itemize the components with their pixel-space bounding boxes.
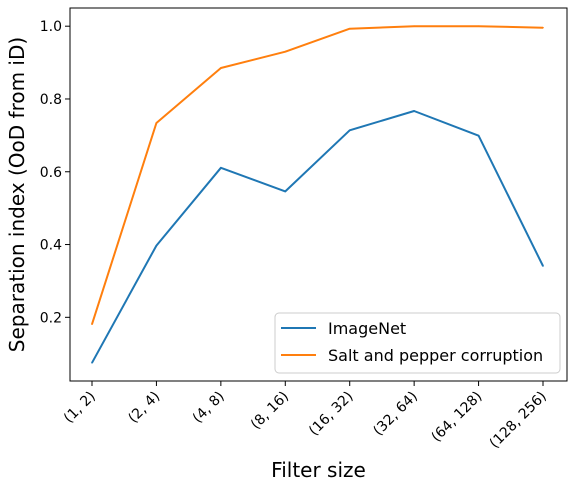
y-tick-label: 1.0 [40, 19, 62, 35]
data-point [413, 25, 415, 27]
x-tick-label: (64, 128) [429, 389, 486, 446]
data-point [348, 129, 351, 132]
x-tick-label: (16, 32) [306, 389, 357, 440]
legend-entry: ImageNet [328, 319, 406, 338]
x-axis: (1, 2) (2, 4) (4, 8) (8, 16) (16, 32) (32, 64… [61, 381, 550, 452]
y-tick-label: 0.4 [40, 238, 62, 254]
legend-entry: Salt and pepper corruption [328, 346, 543, 365]
plot-area [91, 25, 544, 364]
data-point [477, 134, 480, 137]
y-axis: 0.2 0.4 0.6 0.8 1.0 [40, 19, 70, 326]
data-point [155, 244, 158, 247]
x-tick-label: (2, 4) [125, 389, 163, 427]
series-line-1 [91, 25, 544, 325]
data-point [348, 27, 351, 30]
y-tick-label: 0.2 [40, 310, 62, 326]
data-point [155, 122, 158, 124]
data-point [542, 265, 544, 267]
data-point [477, 25, 480, 27]
legend: ImageNet Salt and pepper corruption [274, 312, 561, 374]
data-point [91, 323, 93, 326]
x-tick-label: (4, 8) [190, 389, 228, 427]
y-axis-label: Separation index (OoD from iD) [5, 37, 29, 352]
data-point [542, 26, 544, 29]
y-tick-label: 0.8 [40, 92, 62, 108]
data-point [284, 50, 287, 53]
data-point [220, 67, 222, 69]
plot-frame [69, 7, 568, 382]
x-tick-label: (32, 64) [370, 389, 421, 440]
x-axis-label: Filter size [271, 458, 366, 482]
data-point [413, 110, 415, 112]
data-point [284, 190, 287, 193]
x-tick-label: (1, 2) [61, 389, 99, 427]
series-line-0 [91, 110, 544, 364]
data-point [91, 362, 93, 364]
x-tick-label: (128, 256) [487, 389, 550, 452]
legend-box [274, 312, 561, 374]
y-tick-label: 0.6 [40, 165, 62, 181]
x-tick-label: (8, 16) [248, 389, 292, 433]
data-point [220, 166, 222, 169]
